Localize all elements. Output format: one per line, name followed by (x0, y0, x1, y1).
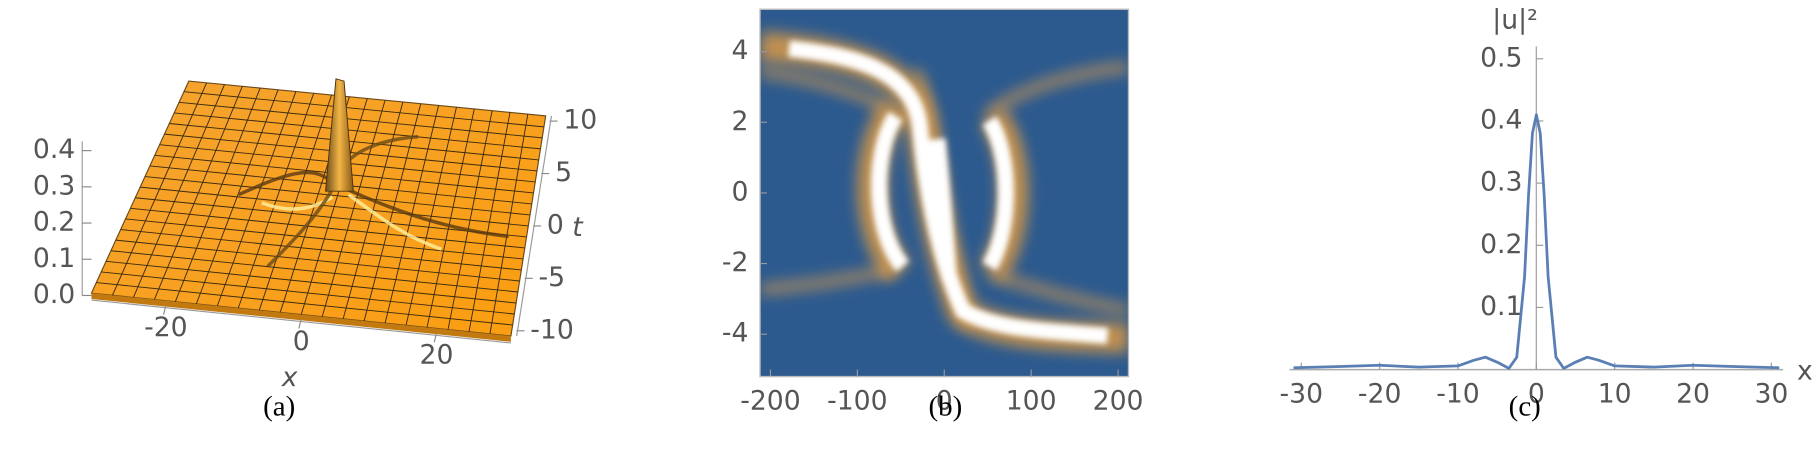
y-tick-label: 0.3 (1480, 167, 1522, 198)
surface-grid (144, 176, 531, 216)
y-tick-label: 0.4 (1480, 104, 1522, 135)
x-tick-label: 0 (936, 386, 953, 417)
surface-grid (426, 108, 475, 328)
y-tick-label: 0 (731, 176, 748, 207)
z-tick-label: 0.0 (33, 279, 75, 310)
y-tick-label: 0.2 (1480, 229, 1522, 260)
y-tick-label: 0.1 (1480, 291, 1522, 322)
x-tick (163, 305, 167, 315)
surface-ripple (347, 188, 509, 239)
y-tick-label: 2 (731, 106, 748, 137)
caption: (c) (1509, 391, 1541, 423)
surface-ripple (237, 170, 332, 197)
x-tick-label: -200 (740, 386, 800, 417)
x-axis-label: x (281, 362, 298, 393)
y-tick-label: -10 (530, 314, 574, 345)
z-tick-label: 0.3 (33, 170, 75, 201)
z-tick-label: 0.2 (33, 207, 75, 238)
x-tick-label: -20 (1358, 379, 1402, 410)
x-tick-label: 10 (1598, 379, 1632, 410)
surface-grid (405, 107, 457, 326)
surface-grid (179, 101, 543, 139)
x-tick-label: -30 (1280, 379, 1324, 410)
x-tick-label: 200 (1093, 386, 1144, 417)
surface-grid (321, 100, 386, 317)
y-tick-label: 4 (731, 35, 748, 66)
y-axis-label: |u|² (1492, 4, 1537, 35)
x-tick-label: 100 (1006, 386, 1057, 417)
x-tick (433, 332, 438, 343)
y-axis (516, 115, 553, 337)
y-tick-label: -5 (539, 262, 566, 293)
y-axis-label: t (572, 212, 584, 243)
caption: (b) (929, 391, 963, 423)
surface-grid (447, 110, 493, 330)
x-tick-label: 0 (1528, 379, 1545, 410)
x-tick-label: -20 (144, 312, 187, 343)
surface-grid (468, 112, 511, 332)
y-tick-label: 0.5 (1480, 42, 1522, 73)
surface-ripple (347, 193, 442, 251)
x-tick-label: 30 (1754, 379, 1788, 410)
y-tick-label: 10 (563, 105, 597, 136)
x-axis-label: x (1797, 355, 1813, 386)
surface-grid (489, 114, 529, 334)
data-line (1293, 113, 1780, 370)
surface-ripple (266, 190, 333, 268)
density-peaks (788, 40, 1109, 345)
surface-grid (140, 186, 529, 227)
density-map (760, 9, 1129, 377)
y-tick-label: -2 (722, 247, 749, 278)
x-tick-label: -100 (827, 386, 887, 417)
surface-grid (174, 112, 541, 150)
y-tick-label: 5 (555, 157, 572, 188)
y-tick-label: 0 (547, 209, 564, 240)
surface (90, 78, 547, 342)
surface-grid (363, 103, 422, 322)
surface-peak (325, 78, 354, 192)
x-tick-label: 20 (420, 340, 454, 371)
z-tick-label: 0.1 (33, 243, 75, 274)
x-tick-label: 20 (1676, 379, 1710, 410)
surface-side (91, 293, 511, 342)
surface-grid (183, 91, 544, 128)
surface-grid (164, 133, 538, 172)
x-tick (298, 319, 302, 329)
x-axis (91, 299, 511, 344)
z-tick-label: 0.4 (33, 134, 75, 165)
x-tick-label: 0 (293, 326, 310, 357)
y-tick-label: -4 (722, 318, 749, 349)
surface-grid (169, 123, 539, 161)
x-tick-label: -10 (1436, 379, 1480, 410)
caption: (a) (263, 391, 295, 423)
